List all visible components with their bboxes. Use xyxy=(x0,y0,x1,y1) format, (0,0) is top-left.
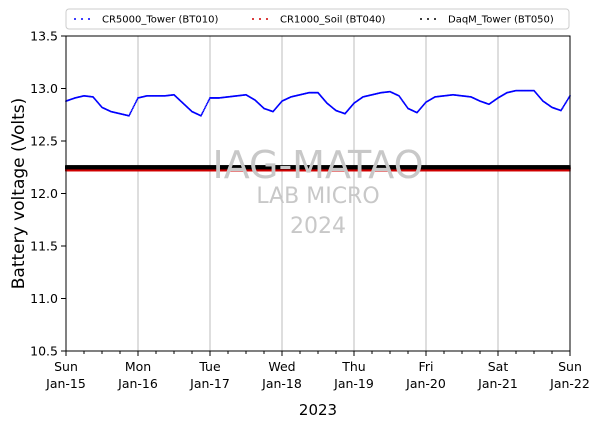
x-tick-date-label: Jan-22 xyxy=(549,376,590,391)
data-point-bt010 xyxy=(131,108,133,111)
legend-box xyxy=(65,8,570,30)
data-point-bt010 xyxy=(133,104,136,107)
y-axis-title: Battery voltage (Volts) xyxy=(9,98,29,289)
y-tick-label: 13.5 xyxy=(30,29,58,44)
watermark-line2: LAB MICRO xyxy=(256,184,379,209)
x-tick-date-label: Jan-21 xyxy=(477,376,518,391)
data-point-bt010 xyxy=(128,113,131,116)
data-point-bt010 xyxy=(202,110,205,113)
legend-marker xyxy=(434,18,436,20)
x-tick-date-label: Jan-17 xyxy=(189,376,230,391)
data-point-bt050 xyxy=(568,165,571,170)
data-point-bt010 xyxy=(201,111,204,114)
y-tick-label: 12.5 xyxy=(30,134,58,149)
data-point-bt010 xyxy=(136,98,139,101)
legend-label: DaqM_Tower (BT050) xyxy=(448,15,554,26)
x-tick-date-label: Jan-15 xyxy=(45,376,86,391)
legend-label: CR5000_Tower (BT010) xyxy=(102,15,218,26)
x-tick-day-label: Tue xyxy=(198,359,221,374)
legend: CR5000_Tower (BT010) CR1000_Soil (BT040) D… xyxy=(65,8,570,30)
x-tick-date-label: Jan-16 xyxy=(117,376,158,391)
x-axis: Sun Jan-15 Mon Jan-16 Tue Jan-17 Wed Jan-18 Thu J… xyxy=(45,351,590,391)
y-tick-label: 13.0 xyxy=(30,81,58,96)
data-point-bt010 xyxy=(135,100,138,102)
y-tick-label: 11.5 xyxy=(30,239,58,254)
x-tick-day-label: Wed xyxy=(268,359,295,374)
x-tick-date-label: Jan-20 xyxy=(405,376,446,391)
data-point-bt010 xyxy=(129,111,132,114)
y-tick-label: 11.0 xyxy=(30,291,58,306)
watermark-line1: IAG-MATAO xyxy=(212,143,423,187)
data-point-bt010 xyxy=(206,101,209,104)
x-tick-day-label: Mon xyxy=(125,359,151,374)
data-point-bt010 xyxy=(134,103,136,105)
x-tick-day-label: Sat xyxy=(488,359,509,374)
x-axis-title: 2023 xyxy=(299,401,337,419)
data-point-bt010 xyxy=(205,104,208,107)
legend-marker xyxy=(427,18,429,20)
data-point-bt010 xyxy=(204,105,207,108)
data-point-bt010 xyxy=(134,101,137,104)
data-point-bt010 xyxy=(200,113,203,116)
band-layer xyxy=(65,165,571,172)
x-tick-date-label: Jan-18 xyxy=(261,376,302,391)
legend-marker xyxy=(88,18,90,20)
data-point-bt010 xyxy=(131,107,134,110)
data-point-bt010 xyxy=(128,114,130,117)
watermark: IAG-MATAO LAB MICRO 2024 xyxy=(212,143,423,239)
legend-marker xyxy=(420,18,422,20)
legend-marker xyxy=(74,18,76,20)
data-point-bt010 xyxy=(132,105,135,108)
data-point-bt040 xyxy=(568,167,571,172)
data-point-bt010 xyxy=(207,100,210,102)
data-point-bt010 xyxy=(130,110,133,113)
grid-layer xyxy=(137,36,499,351)
legend-marker xyxy=(259,18,261,20)
data-point-bt010 xyxy=(206,103,208,105)
legend-items: CR5000_Tower (BT010) CR1000_Soil (BT040) D… xyxy=(74,15,554,26)
x-tick-day-label: Sun xyxy=(54,359,78,374)
y-tick-label: 12.0 xyxy=(30,186,58,201)
legend-label: CR1000_Soil (BT040) xyxy=(280,15,386,26)
legend-marker xyxy=(81,18,83,20)
y-tick-label: 10.5 xyxy=(30,344,58,359)
legend-marker xyxy=(266,18,268,20)
x-tick-day-label: Sun xyxy=(558,359,582,374)
data-point-bt010 xyxy=(208,98,211,101)
x-tick-date-label: Jan-19 xyxy=(333,376,374,391)
data-point-bt010 xyxy=(203,108,205,111)
data-point-bt010 xyxy=(203,107,206,110)
watermark-line3: 2024 xyxy=(290,214,346,239)
y-axis: 10.5 11.0 11.5 12.0 12.5 13.0 13.5 xyxy=(30,29,66,359)
data-point-bt010 xyxy=(200,114,202,117)
x-tick-day-label: Fri xyxy=(419,359,434,374)
x-tick-day-label: Thu xyxy=(341,359,365,374)
points-layer xyxy=(65,89,571,117)
legend-marker xyxy=(252,18,254,20)
